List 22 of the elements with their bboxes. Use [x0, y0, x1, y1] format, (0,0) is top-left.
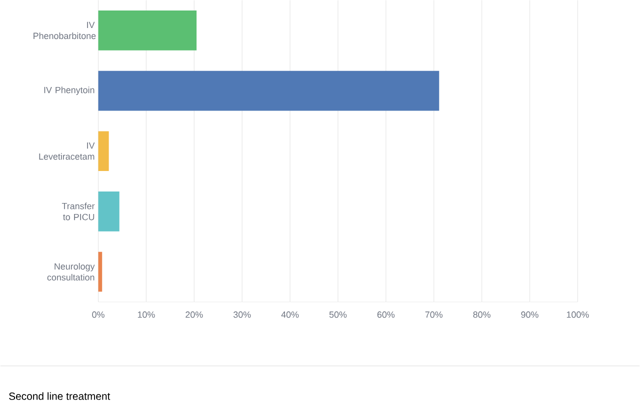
- bar: [98, 10, 197, 50]
- bar: [98, 192, 120, 232]
- x-tick-label: 40%: [281, 312, 299, 318]
- x-tick-label: 30%: [233, 312, 251, 318]
- x-tick-label: 0%: [92, 312, 104, 318]
- x-tick-label: 20%: [186, 312, 203, 318]
- bar: [98, 70, 440, 111]
- y-tick-label: Transfer to PICU: [62, 202, 95, 220]
- x-tick-label: 10%: [138, 312, 155, 318]
- y-tick-label: IV Phenobarbitone: [34, 22, 96, 40]
- x-tick-label: 70%: [425, 312, 443, 318]
- bar: [98, 131, 109, 172]
- x-tick-label: 60%: [377, 312, 395, 318]
- y-tick-label: IV Phenytoin: [44, 86, 94, 96]
- x-tick-label: 50%: [329, 312, 347, 318]
- x-tick-label: 80%: [473, 312, 490, 318]
- y-tick-label: Neurology consultation: [47, 263, 95, 281]
- text: Second line treatment: [9, 392, 110, 400]
- y-tick-label: IV Levetiracetam: [39, 142, 95, 160]
- x-tick-label: 100%: [566, 312, 589, 318]
- x-tick-label: 90%: [521, 312, 538, 318]
- bar: [98, 252, 102, 292]
